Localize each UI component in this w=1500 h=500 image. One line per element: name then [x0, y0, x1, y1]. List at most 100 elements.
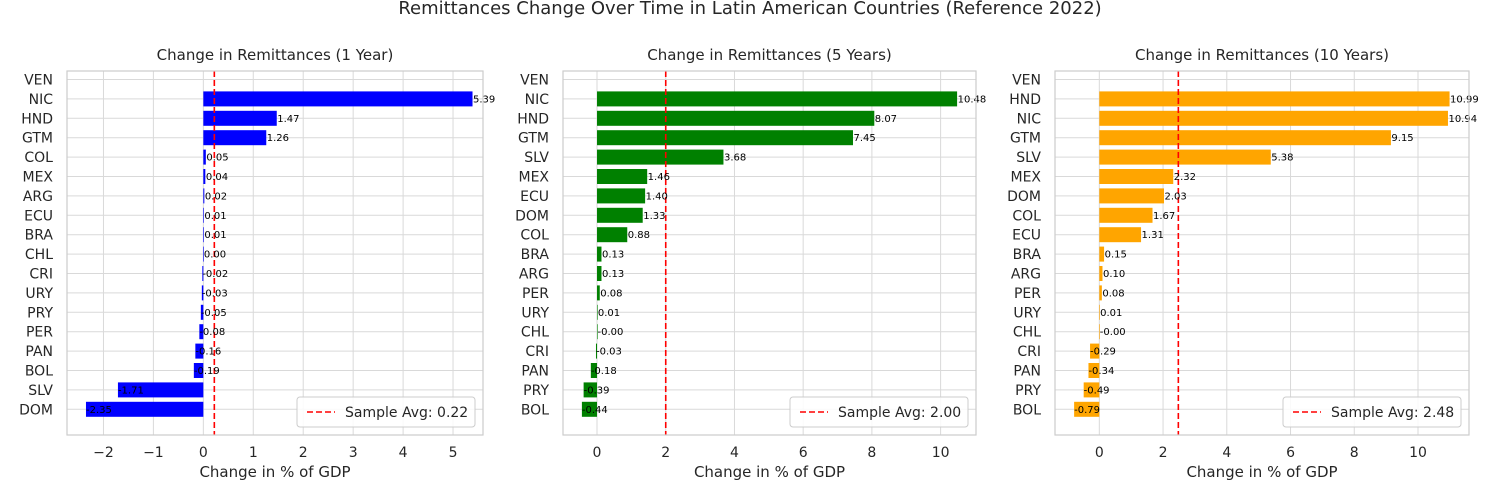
x-tick-label: 6 [1286, 445, 1295, 461]
data-label-pry: -0.49 [1084, 385, 1110, 396]
x-axis-label: Change in % of GDP [694, 463, 845, 481]
y-tick-label: PRY [27, 305, 53, 321]
data-label-col: 0.05 [206, 153, 228, 164]
legend: Sample Avg: 0.22 [296, 396, 476, 428]
bar-dom [85, 401, 204, 417]
bar-hnd [203, 110, 277, 126]
bar-ury [597, 304, 598, 320]
data-label-pan: -0.34 [1088, 366, 1114, 377]
data-label-ury: -0.03 [202, 288, 228, 299]
data-label-pry: -0.05 [201, 308, 227, 319]
y-tick-label: CRI [1017, 344, 1041, 360]
bar-bol [1074, 401, 1100, 417]
bar-per [597, 285, 600, 301]
bar-bra [597, 246, 602, 262]
data-label-bra: 0.15 [1105, 250, 1127, 261]
data-label-mex: 0.04 [206, 172, 228, 183]
y-tick-label: ECU [24, 208, 53, 224]
y-tick-label: CHL [1013, 325, 1041, 341]
x-tick-label: 5 [449, 445, 458, 461]
bar-chl [203, 246, 204, 262]
axes-frame [1054, 70, 1470, 436]
data-label-slv: 5.38 [1271, 153, 1293, 164]
bar-nic [203, 91, 473, 107]
data-label-ury: 0.01 [1100, 308, 1122, 319]
data-label-hnd: 1.47 [277, 114, 299, 125]
data-label-pan: -0.18 [591, 366, 617, 377]
x-tick-label: 8 [1350, 445, 1359, 461]
bar-gtm [1099, 130, 1391, 146]
x-tick-label: 8 [867, 445, 876, 461]
y-tick-label: BOL [1013, 402, 1041, 418]
x-tick-label: 10 [932, 445, 950, 461]
y-tick-label: ECU [1012, 228, 1041, 244]
data-label-dom: -2.35 [86, 405, 112, 416]
x-tick-label: 2 [661, 445, 670, 461]
y-tick-label: BOL [521, 402, 549, 418]
data-label-cri: -0.03 [596, 347, 622, 358]
data-label-arg: 0.02 [205, 191, 227, 202]
y-tick-label: CRI [29, 267, 53, 283]
bar-pan [590, 363, 598, 378]
y-tick-label: VEN [520, 73, 549, 89]
y-tick-label: NIC [525, 92, 550, 108]
y-tick-label: NIC [29, 92, 54, 108]
bar-dom [597, 207, 643, 223]
bar-col [203, 149, 206, 165]
data-label-chl: -0.00 [1100, 327, 1126, 338]
data-label-mex: 1.46 [648, 172, 670, 183]
data-label-bol: -0.44 [582, 405, 608, 416]
y-tick-label: BRA [521, 247, 550, 263]
panel-title: Change in Remittances (10 Years) [1135, 46, 1389, 64]
bar-bol [193, 363, 204, 378]
data-label-nic: 5.39 [473, 94, 495, 105]
x-tick-label: 3 [349, 445, 358, 461]
data-label-bra: 0.01 [204, 230, 226, 241]
x-tick-label: 1 [249, 445, 258, 461]
data-label-cri: -0.29 [1090, 347, 1116, 358]
plot-area [67, 71, 483, 435]
legend-label: Sample Avg: 2.48 [1331, 405, 1454, 421]
bar-dom [1099, 188, 1164, 204]
y-tick-label: VEN [24, 73, 53, 89]
data-label-pry: -0.39 [584, 385, 610, 396]
bar-pry [200, 304, 204, 320]
data-label-nic: 10.94 [1448, 114, 1477, 125]
data-label-gtm: 9.15 [1391, 133, 1413, 144]
data-label-col: 0.88 [628, 230, 650, 241]
data-label-hnd: 10.99 [1450, 94, 1479, 105]
x-tick-label: 0 [1095, 445, 1104, 461]
y-tick-label: VEN [1012, 73, 1041, 89]
legend-label: Sample Avg: 2.00 [838, 405, 961, 421]
y-tick-label: HND [21, 111, 53, 127]
y-tick-label: COL [1012, 208, 1041, 224]
chart-panel-1-year: 5.39 1.47 1.26 0.05 0.04 0.02 0.01 0.01 0.00 -0.0… [19, 46, 495, 481]
chart-panel-10-years: 10.99 10.94 9.15 5.38 2.32 2.03 1.67 1.31 0.15 0.… [1007, 46, 1479, 481]
bar-cri [595, 343, 598, 359]
y-tick-label: URY [25, 286, 53, 302]
y-tick-label: HND [1009, 92, 1041, 108]
y-tick-label: COL [520, 228, 549, 244]
bar-gtm [203, 130, 267, 146]
y-tick-label: PER [1014, 286, 1041, 302]
x-tick-label: −1 [143, 445, 164, 461]
y-tick-label: HND [517, 111, 549, 127]
bar-pry [583, 382, 598, 398]
data-label-bra: 0.13 [602, 250, 624, 261]
bar-ecu [1099, 227, 1142, 243]
data-label-mex: 2.32 [1174, 172, 1196, 183]
bar-ury [201, 285, 204, 301]
data-label-dom: 1.33 [643, 211, 665, 222]
y-tick-label: GTM [1010, 131, 1041, 147]
bar-mex [1099, 169, 1174, 184]
y-tick-label: BRA [1013, 247, 1042, 263]
y-tick-label: BOL [25, 364, 53, 380]
legend-label: Sample Avg: 0.22 [345, 405, 468, 421]
data-label-per: -0.08 [199, 327, 225, 338]
y-tick-label: PAN [1013, 364, 1041, 380]
data-label-arg: 0.10 [1103, 269, 1125, 280]
y-tick-label: GTM [22, 131, 53, 147]
bar-per [1099, 285, 1102, 301]
legend: Sample Avg: 2.48 [1282, 396, 1462, 428]
